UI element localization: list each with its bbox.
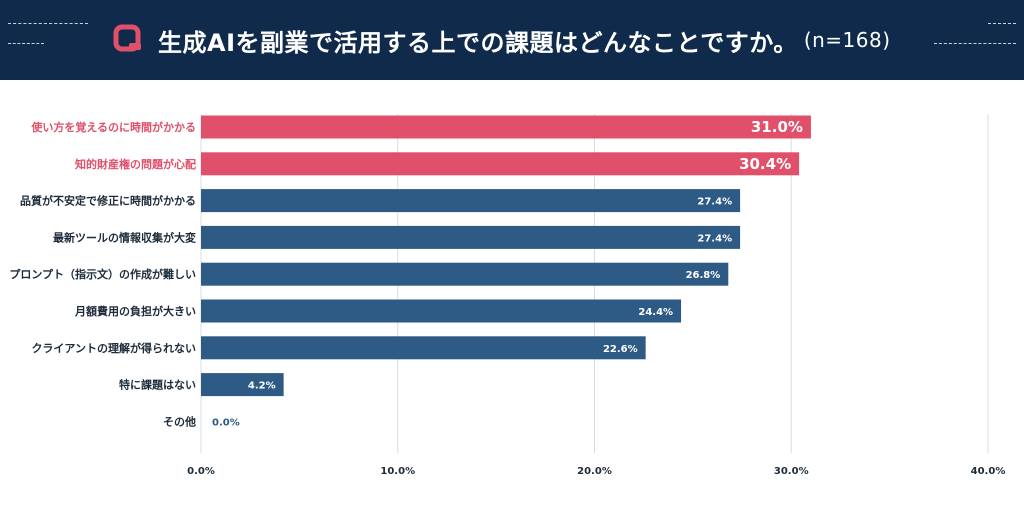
value-label: 0.0% (212, 417, 240, 428)
value-label: 26.8% (686, 270, 721, 281)
bar (201, 189, 741, 213)
bar (201, 262, 729, 286)
category-label: 品質が不安定で修正に時間がかかる (20, 194, 196, 208)
category-label: 知的財産権の問題が心配 (74, 157, 196, 171)
value-label: 31.0% (751, 118, 803, 136)
decorative-dash (934, 43, 1016, 44)
labels: 使い方を覚えるのに時間がかかる 31.0% 知的財産権の問題が心配 30.4% 品質が不… (9, 118, 803, 428)
chart-title-text: 生成AIを副業で活用する上での課題はどんなことですか。 (158, 28, 798, 57)
value-label: 27.4% (697, 197, 732, 208)
x-tick-label: 20.0% (577, 466, 612, 477)
decorative-dash (8, 43, 44, 44)
value-label: 24.4% (638, 307, 673, 318)
value-label: 22.6% (603, 344, 638, 355)
category-label: 使い方を覚えるのに時間がかかる (30, 120, 196, 134)
category-label: その他 (163, 414, 196, 428)
bar (201, 336, 646, 360)
value-label: 4.2% (248, 381, 276, 392)
question-q-icon (113, 24, 141, 52)
bar-chart: 使い方を覚えるのに時間がかかる 31.0% 知的財産権の問題が心配 30.4% 品質が不… (9, 114, 1005, 477)
chart-title: 生成AIを副業で活用する上での課題はどんなことですか。 (n=168) (112, 22, 891, 58)
category-label: プロンプト（指示文）の作成が難しい (9, 267, 196, 281)
bar (201, 373, 284, 397)
header-banner (0, 0, 1024, 80)
bar (201, 152, 800, 176)
bars (201, 115, 811, 397)
decorative-dash (988, 23, 1016, 24)
category-label: 特に課題はない (119, 378, 196, 392)
bar (201, 115, 811, 139)
bar (201, 299, 682, 323)
x-tick-label: 10.0% (380, 466, 415, 477)
decorative-dash (8, 23, 88, 24)
value-label: 27.4% (697, 233, 732, 244)
x-axis-ticks: 0.0% 10.0% 20.0% 30.0% 40.0% (187, 466, 1005, 477)
x-tick-label: 30.0% (774, 466, 809, 477)
value-label: 30.4% (739, 155, 791, 173)
x-tick-label: 40.0% (971, 466, 1006, 477)
sample-size: (n=168) (803, 28, 891, 52)
bar (201, 225, 741, 249)
category-label: 月額費用の負担が大きい (74, 304, 196, 318)
category-label: 最新ツールの情報収集が大変 (53, 230, 196, 244)
x-tick-label: 0.0% (187, 466, 215, 477)
category-label: クライアントの理解が得られない (31, 341, 196, 355)
